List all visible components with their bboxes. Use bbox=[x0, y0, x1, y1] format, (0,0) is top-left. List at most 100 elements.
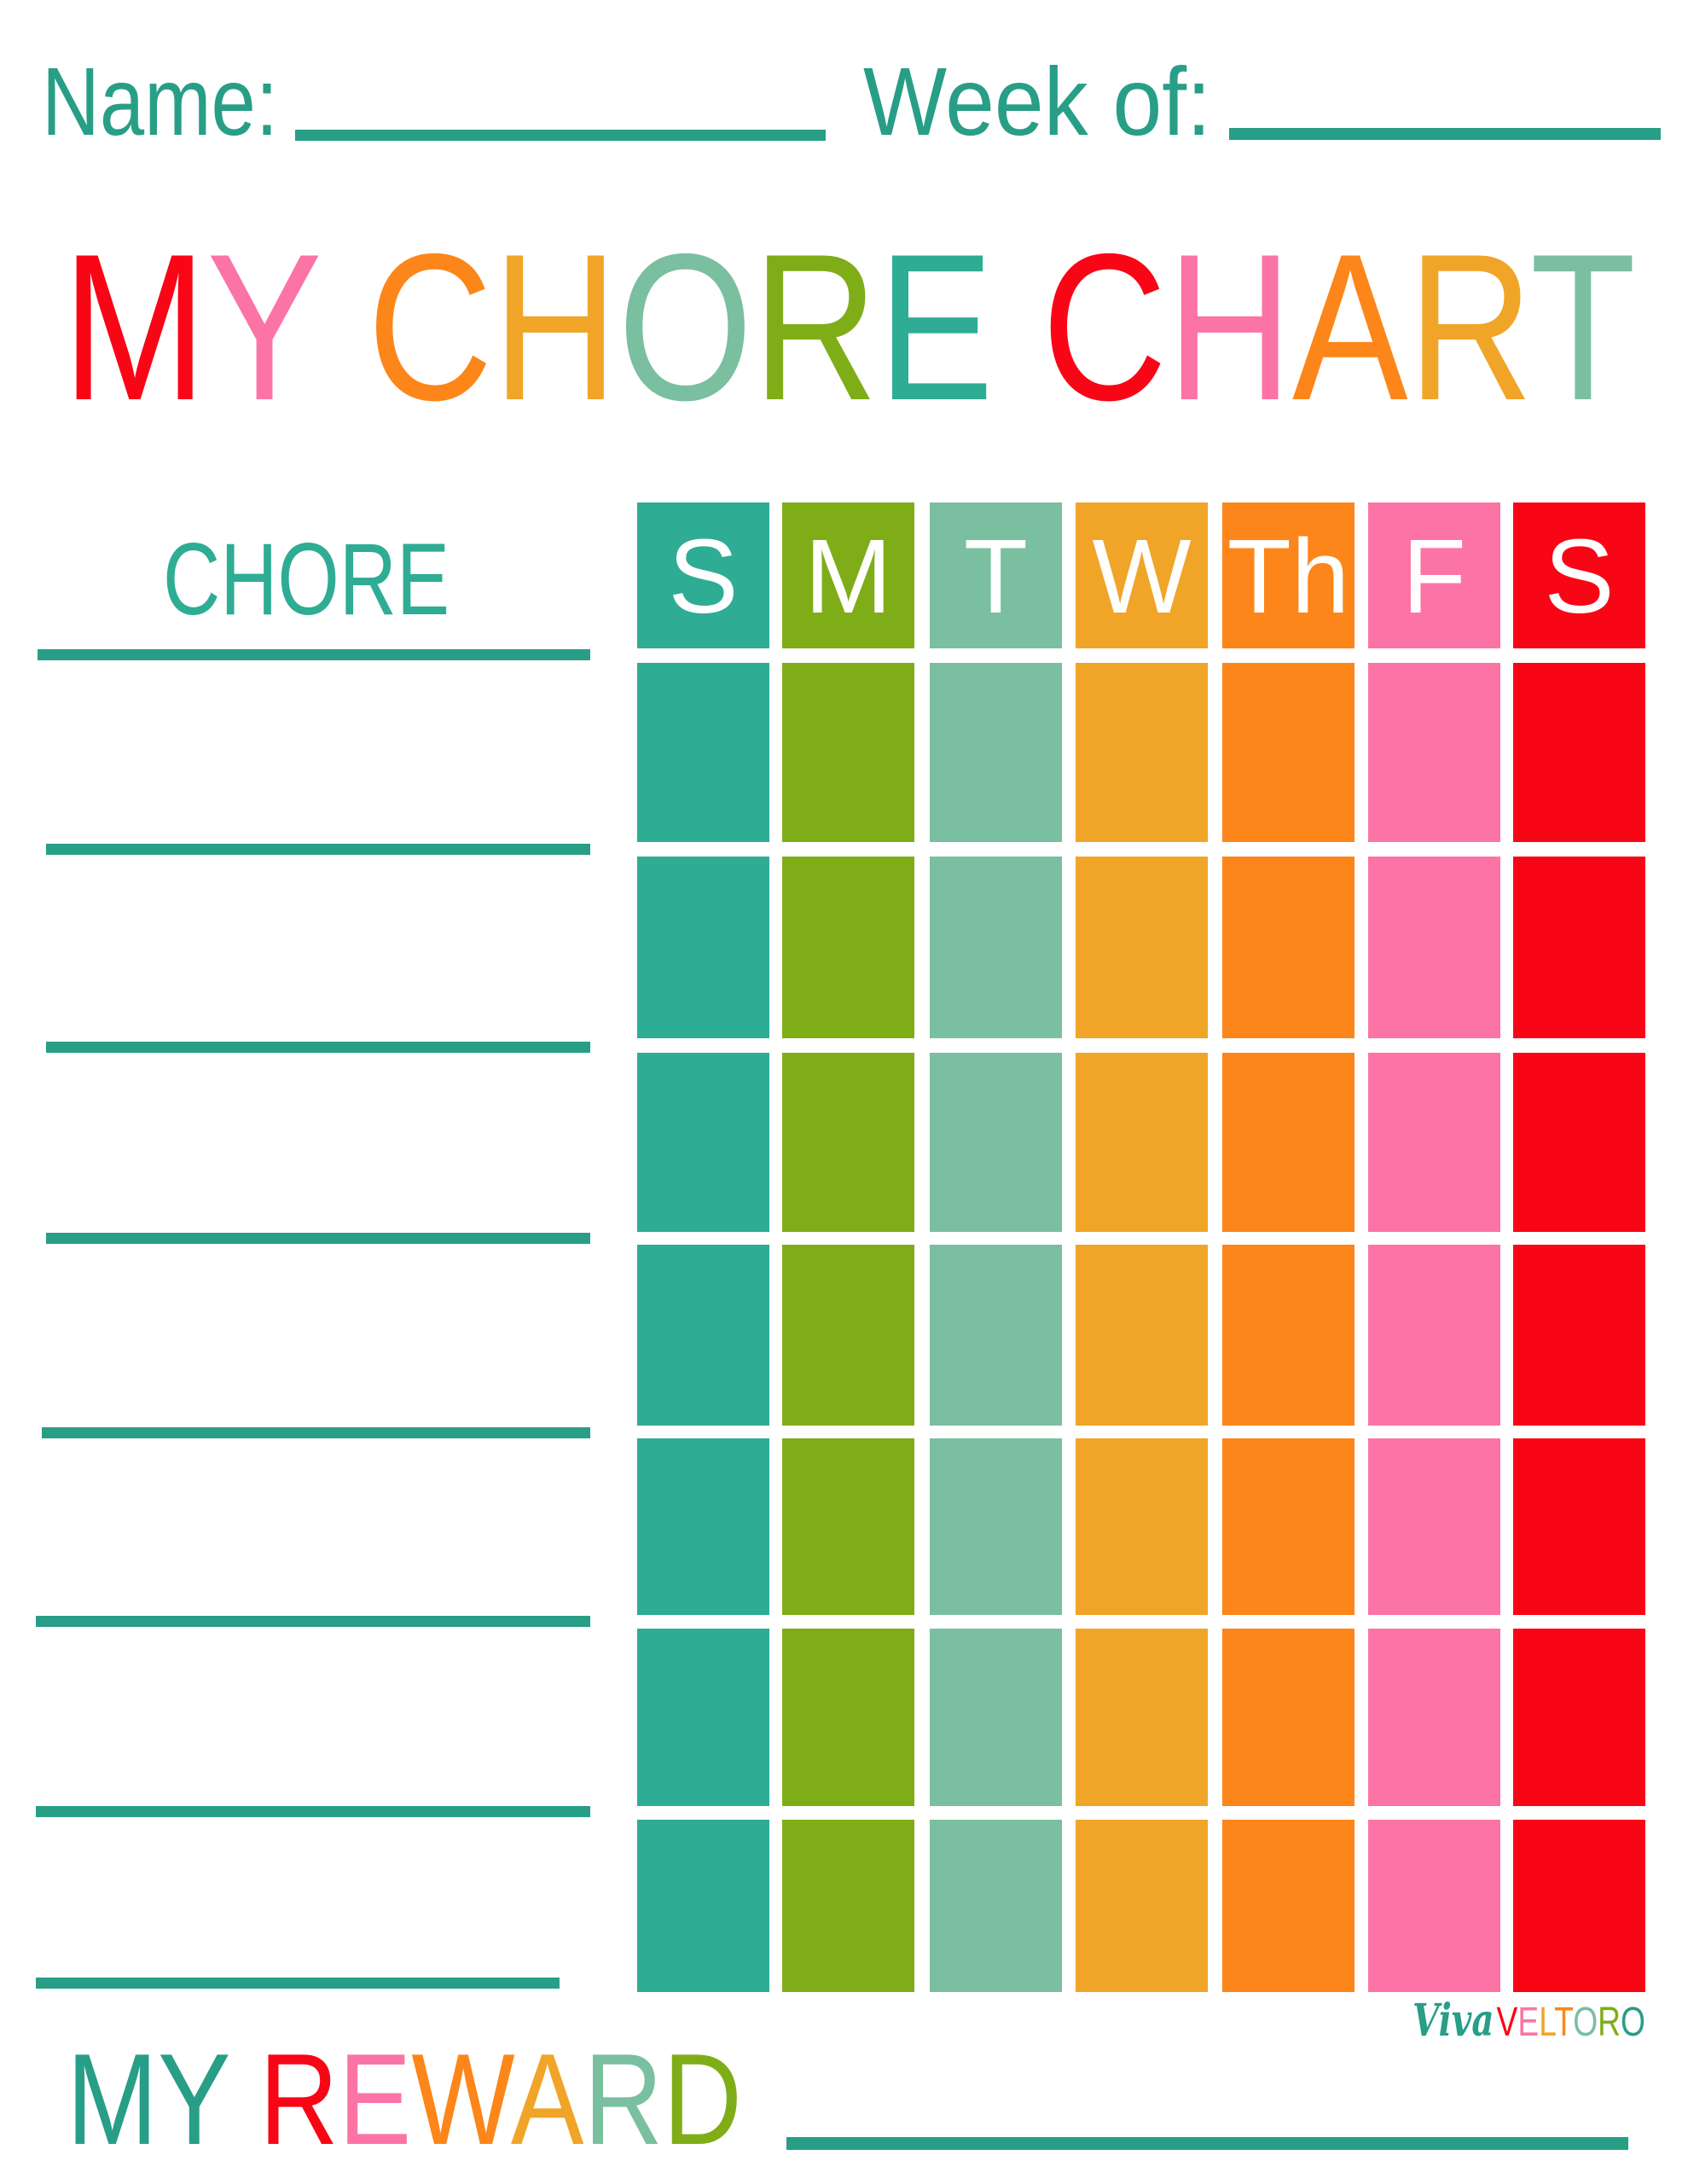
check-cell[interactable] bbox=[782, 663, 914, 842]
day-label: S bbox=[1544, 519, 1614, 636]
check-cell[interactable] bbox=[930, 1629, 1062, 1806]
chore-line[interactable] bbox=[36, 1978, 560, 1989]
check-cell[interactable] bbox=[637, 857, 769, 1038]
reward-letter: W bbox=[411, 2027, 514, 2172]
check-cell[interactable] bbox=[1222, 1629, 1354, 1806]
check-cell[interactable] bbox=[1076, 1438, 1208, 1615]
day-header-cell bbox=[1222, 502, 1354, 648]
check-cell[interactable] bbox=[637, 663, 769, 842]
check-cell[interactable] bbox=[1222, 663, 1354, 842]
check-cell[interactable] bbox=[1513, 1053, 1645, 1232]
logo-letter: R bbox=[1598, 2000, 1621, 2045]
check-cell[interactable] bbox=[637, 1053, 769, 1232]
title-letter: C bbox=[1041, 210, 1167, 444]
title-letter: H bbox=[493, 210, 618, 444]
week-line[interactable] bbox=[1229, 128, 1661, 140]
title-letter: Y bbox=[206, 210, 319, 444]
reward-letter: R bbox=[584, 2027, 664, 2172]
day-header-cell bbox=[637, 502, 769, 648]
logo-letter: E bbox=[1517, 2000, 1539, 2045]
check-cell[interactable] bbox=[930, 663, 1062, 842]
day-header-cell bbox=[782, 502, 914, 648]
check-cell[interactable] bbox=[1368, 663, 1500, 842]
chore-line[interactable] bbox=[36, 1806, 590, 1817]
logo-letter: O bbox=[1621, 2000, 1645, 2045]
day-header-cell bbox=[1513, 502, 1645, 648]
check-cell[interactable] bbox=[782, 1629, 914, 1806]
check-cell[interactable] bbox=[1368, 1629, 1500, 1806]
check-cell[interactable] bbox=[637, 1629, 769, 1806]
check-cell[interactable] bbox=[1513, 1438, 1645, 1615]
day-header-cell bbox=[1076, 502, 1208, 648]
title-letter: C bbox=[368, 210, 493, 444]
title-letter: A bbox=[1292, 210, 1408, 444]
check-cell[interactable] bbox=[1368, 1245, 1500, 1426]
chore-line[interactable] bbox=[46, 1233, 590, 1244]
check-cell[interactable] bbox=[1513, 1629, 1645, 1806]
reward-letter: D bbox=[663, 2027, 742, 2172]
chore-grid: S M T W Th F S bbox=[637, 502, 1645, 1992]
day-column-5: F bbox=[1368, 502, 1500, 1992]
check-cell[interactable] bbox=[1222, 857, 1354, 1038]
check-cell[interactable] bbox=[1076, 663, 1208, 842]
reward-letter bbox=[229, 2027, 259, 2172]
check-cell[interactable] bbox=[1076, 1629, 1208, 1806]
day-column-0: S bbox=[637, 502, 769, 1992]
check-cell[interactable] bbox=[1222, 1245, 1354, 1426]
reward-letter: E bbox=[339, 2027, 412, 2172]
check-cell[interactable] bbox=[1076, 1053, 1208, 1232]
day-header-cell bbox=[930, 502, 1062, 648]
check-cell[interactable] bbox=[1513, 1245, 1645, 1426]
chore-line[interactable] bbox=[36, 1616, 590, 1627]
logo-letter: O bbox=[1573, 2000, 1598, 2045]
check-cell[interactable] bbox=[1513, 663, 1645, 842]
check-cell[interactable] bbox=[782, 1820, 914, 1992]
title-letter: E bbox=[878, 210, 994, 444]
check-cell[interactable] bbox=[930, 1245, 1062, 1426]
check-cell[interactable] bbox=[782, 1438, 914, 1615]
logo-letter: T bbox=[1554, 2000, 1573, 2045]
check-cell[interactable] bbox=[1222, 1438, 1354, 1615]
check-cell[interactable] bbox=[1076, 1245, 1208, 1426]
name-label: Name: bbox=[42, 48, 278, 155]
check-cell[interactable] bbox=[930, 1820, 1062, 1992]
logo-caps: VELTORO bbox=[1497, 2000, 1645, 2045]
reward-label: MY REWARD bbox=[67, 2027, 742, 2172]
check-cell[interactable] bbox=[1076, 1820, 1208, 1992]
check-cell[interactable] bbox=[637, 1820, 769, 1992]
check-cell[interactable] bbox=[1513, 857, 1645, 1038]
check-cell[interactable] bbox=[1368, 1438, 1500, 1615]
check-cell[interactable] bbox=[1368, 857, 1500, 1038]
check-cell[interactable] bbox=[930, 1053, 1062, 1232]
reward-line[interactable] bbox=[786, 2137, 1628, 2150]
check-cell[interactable] bbox=[930, 1438, 1062, 1615]
day-header-cell bbox=[1368, 502, 1500, 648]
chore-line[interactable] bbox=[46, 1042, 590, 1053]
check-cell[interactable] bbox=[782, 1245, 914, 1426]
check-cell[interactable] bbox=[1368, 1820, 1500, 1992]
title-letter: R bbox=[753, 210, 879, 444]
chore-line[interactable] bbox=[42, 1427, 590, 1438]
title-letter: O bbox=[618, 210, 752, 444]
logo: VivaVELTORO bbox=[1412, 1995, 1645, 2047]
name-line[interactable] bbox=[295, 130, 826, 141]
title-letter: R bbox=[1408, 210, 1530, 444]
check-cell[interactable] bbox=[1076, 857, 1208, 1038]
check-cell[interactable] bbox=[782, 1053, 914, 1232]
reward-letter: R bbox=[259, 2027, 339, 2172]
chore-line[interactable] bbox=[46, 844, 590, 855]
reward-letter: M bbox=[67, 2027, 158, 2172]
check-cell[interactable] bbox=[1513, 1820, 1645, 1992]
check-cell[interactable] bbox=[1368, 1053, 1500, 1232]
check-cell[interactable] bbox=[782, 857, 914, 1038]
day-column-4: Th bbox=[1222, 502, 1354, 1992]
title-letter: H bbox=[1167, 210, 1292, 444]
check-cell[interactable] bbox=[930, 857, 1062, 1038]
day-column-3: W bbox=[1076, 502, 1208, 1992]
check-cell[interactable] bbox=[1222, 1053, 1354, 1232]
check-cell[interactable] bbox=[637, 1438, 769, 1615]
check-cell[interactable] bbox=[637, 1245, 769, 1426]
chore-header-underline bbox=[38, 649, 590, 660]
check-cell[interactable] bbox=[1222, 1820, 1354, 1992]
